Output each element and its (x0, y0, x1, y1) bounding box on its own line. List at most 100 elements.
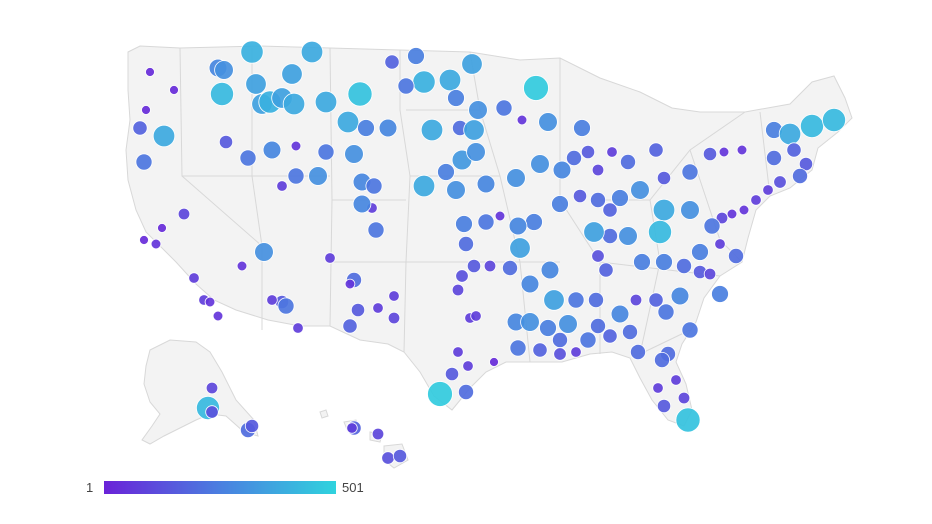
map-marker[interactable] (205, 381, 219, 395)
map-marker[interactable] (494, 210, 506, 222)
map-marker[interactable] (336, 110, 360, 134)
map-marker[interactable] (244, 418, 260, 434)
map-marker[interactable] (157, 223, 167, 233)
map-marker[interactable] (728, 247, 745, 264)
map-marker[interactable] (702, 146, 718, 162)
map-marker[interactable] (314, 90, 338, 114)
map-marker[interactable] (766, 149, 783, 166)
map-marker[interactable] (463, 119, 485, 141)
map-marker[interactable] (656, 170, 672, 186)
map-marker[interactable] (452, 346, 464, 358)
map-marker[interactable] (169, 85, 179, 95)
map-marker[interactable] (447, 89, 465, 107)
map-marker[interactable] (670, 374, 682, 386)
map-marker[interactable] (715, 211, 729, 225)
map-marker[interactable] (177, 207, 191, 221)
map-marker[interactable] (579, 331, 597, 349)
map-marker[interactable] (523, 75, 549, 101)
map-marker[interactable] (654, 351, 671, 368)
map-marker[interactable] (495, 99, 513, 117)
map-marker[interactable] (762, 184, 774, 196)
map-marker[interactable] (525, 213, 543, 231)
map-marker[interactable] (580, 144, 596, 160)
map-marker[interactable] (540, 260, 560, 280)
map-marker[interactable] (822, 108, 847, 133)
map-marker[interactable] (145, 67, 155, 77)
map-marker[interactable] (324, 252, 336, 264)
map-marker[interactable] (236, 260, 248, 272)
marker-layer[interactable] (132, 40, 847, 465)
map-marker[interactable] (573, 119, 591, 137)
map-marker[interactable] (520, 274, 540, 294)
map-marker[interactable] (530, 154, 550, 174)
map-marker[interactable] (287, 167, 305, 185)
map-marker[interactable] (648, 142, 664, 158)
map-marker[interactable] (444, 366, 460, 382)
map-marker[interactable] (800, 114, 825, 139)
map-marker[interactable] (630, 343, 647, 360)
map-marker[interactable] (588, 291, 605, 308)
map-marker[interactable] (566, 149, 583, 166)
map-marker[interactable] (629, 293, 643, 307)
map-marker[interactable] (412, 70, 436, 94)
map-marker[interactable] (141, 105, 151, 115)
map-marker[interactable] (509, 339, 527, 357)
map-marker[interactable] (602, 202, 618, 218)
map-marker[interactable] (457, 235, 474, 252)
map-marker[interactable] (387, 311, 401, 325)
map-marker[interactable] (532, 342, 548, 358)
map-marker[interactable] (543, 289, 565, 311)
map-marker[interactable] (681, 321, 699, 339)
map-marker[interactable] (681, 163, 699, 181)
map-marker[interactable] (470, 310, 482, 322)
map-marker[interactable] (468, 100, 488, 120)
map-marker[interactable] (292, 322, 304, 334)
map-marker[interactable] (347, 81, 373, 107)
map-marker[interactable] (572, 188, 588, 204)
map-marker[interactable] (317, 143, 335, 161)
map-marker[interactable] (670, 286, 690, 306)
map-marker[interactable] (501, 259, 518, 276)
map-marker[interactable] (520, 312, 540, 332)
map-marker[interactable] (300, 40, 324, 64)
map-marker[interactable] (461, 53, 483, 75)
map-marker[interactable] (412, 174, 436, 198)
map-marker[interactable] (277, 297, 295, 315)
map-marker[interactable] (139, 235, 149, 245)
map-marker[interactable] (205, 405, 219, 419)
map-marker[interactable] (676, 257, 693, 274)
map-marker[interactable] (214, 60, 234, 80)
map-marker[interactable] (606, 146, 618, 158)
map-marker[interactable] (750, 194, 762, 206)
map-marker[interactable] (652, 198, 676, 222)
map-marker[interactable] (610, 304, 630, 324)
map-marker[interactable] (552, 160, 572, 180)
map-marker[interactable] (622, 323, 639, 340)
map-marker[interactable] (388, 290, 400, 302)
map-marker[interactable] (150, 238, 162, 250)
map-marker[interactable] (290, 140, 302, 152)
map-marker[interactable] (455, 215, 473, 233)
map-marker[interactable] (703, 217, 721, 235)
map-marker[interactable] (350, 302, 366, 318)
map-marker[interactable] (738, 204, 750, 216)
map-marker[interactable] (367, 221, 385, 239)
map-marker[interactable] (240, 40, 264, 64)
map-marker[interactable] (457, 383, 474, 400)
map-marker[interactable] (516, 114, 528, 126)
map-marker[interactable] (711, 285, 729, 303)
map-marker[interactable] (397, 77, 415, 95)
map-marker[interactable] (551, 195, 569, 213)
map-marker[interactable] (590, 317, 607, 334)
map-marker[interactable] (648, 292, 664, 308)
map-marker[interactable] (691, 243, 709, 261)
map-marker[interactable] (655, 253, 673, 271)
map-marker[interactable] (773, 175, 787, 189)
map-marker[interactable] (308, 166, 328, 186)
map-marker[interactable] (466, 258, 482, 274)
map-marker[interactable] (346, 422, 358, 434)
map-marker[interactable] (602, 227, 619, 244)
map-marker[interactable] (703, 267, 717, 281)
